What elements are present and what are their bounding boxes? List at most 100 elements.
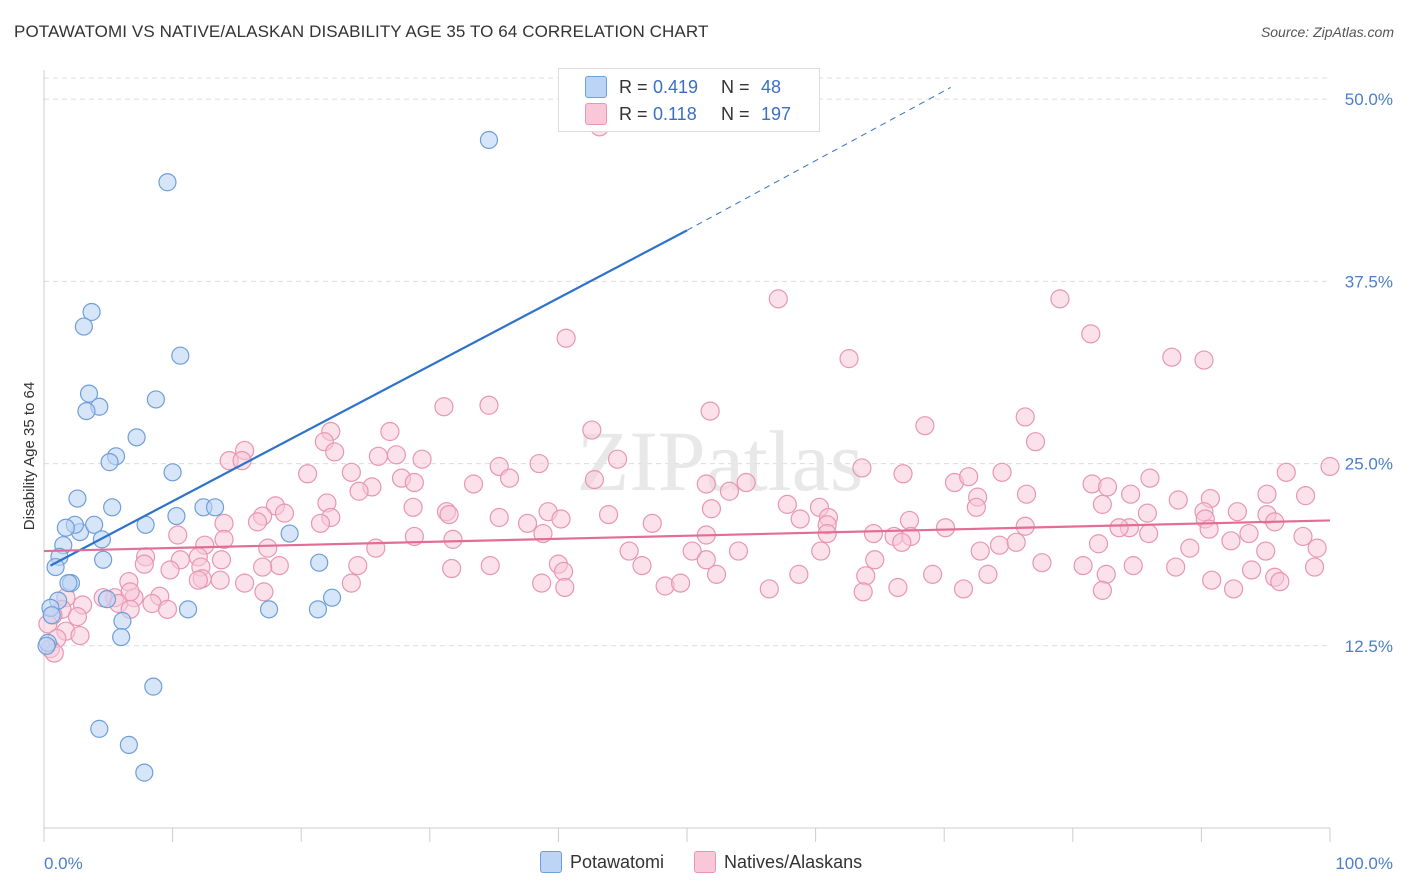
potawatomi-point [113,611,132,631]
potawatomi-trend-extension [686,87,951,231]
x-tick-labels: 0.0% 100.0% [44,854,1393,873]
natives-point [1137,503,1157,523]
potawatomi-point [158,173,177,192]
natives-point [1015,407,1035,427]
natives-point [348,556,368,576]
natives-point [70,625,90,646]
natives-point [253,557,273,577]
natives-point [1180,538,1200,558]
potawatomi-point [280,524,299,543]
natives-point [1276,462,1296,482]
potawatomi-point [205,498,225,517]
r-value: 0.118 [653,103,697,124]
natives-point [529,453,549,474]
natives-point [719,481,740,501]
potawatomi-point [100,453,119,472]
natives-point [696,474,716,494]
natives-point [899,510,920,531]
natives-trend-line [43,519,1331,553]
natives-point [1239,523,1259,544]
natives-point [556,328,576,348]
natives-point [489,507,509,528]
natives-point [670,573,691,593]
natives-point [168,525,188,545]
natives-point [923,564,943,584]
stats-legend: R = 0.419 N = 48 R = 0.118 N = 197 [558,68,820,132]
natives-point [1270,572,1290,592]
natives-point [728,541,749,561]
natives-point [1016,484,1037,504]
natives-point [325,442,345,462]
natives-point [1109,518,1129,538]
legend-item-natives-alaskans[interactable]: Natives/Alaskans [694,851,862,873]
natives-point [701,499,722,519]
natives-point [366,538,386,558]
natives-point [696,550,716,570]
natives-point [959,467,979,487]
potawatomi-point [97,590,117,609]
natives-point [214,513,234,533]
natives-point [966,497,986,517]
potawatomi-point [259,600,279,619]
trend-lines [43,87,1331,567]
y-tick-labels: 12.5% 25.0% 37.5% 50.0% [1345,90,1393,656]
potawatomi-point [167,506,186,526]
potawatomi-point [163,463,182,482]
natives-point [888,577,908,598]
x-tick-label: 0.0% [44,854,83,873]
potawatomi-point [135,763,154,782]
potawatomi-point [144,677,163,696]
natives-point [953,579,974,599]
natives-point [555,577,575,598]
natives-point [584,470,605,490]
natives-point [736,472,756,493]
natives-point [1202,570,1222,590]
stats-row-potawatomi: R = 0.419 N = 48 [585,74,781,100]
natives-point [517,513,538,533]
natives-point [856,566,876,586]
potawatomi-point [56,518,75,537]
potawatomi-point [90,719,109,738]
natives-swatch [694,851,717,873]
natives-point [310,513,331,533]
chart-title: POTAWATOMI VS NATIVE/ALASKAN DISABILITY … [14,22,709,41]
natives-point [582,420,602,440]
natives-point [235,573,255,593]
natives-point [349,481,369,501]
natives-point [1032,553,1052,573]
natives-point [1168,490,1188,510]
natives-point [1304,557,1325,577]
natives-point [619,541,639,561]
natives-point [551,509,571,529]
natives-point [1050,289,1070,309]
natives-point [1162,347,1182,367]
natives-point [989,535,1010,555]
r-label: R = [619,76,648,97]
natives-point [269,556,289,576]
natives-point [1092,580,1112,600]
natives-point [1295,486,1316,506]
natives-point [258,538,278,558]
potawatomi-point [146,390,165,409]
natives-point [607,449,628,469]
natives-point [157,599,178,619]
natives-point [434,397,454,417]
potawatomi-point [68,489,87,508]
legend-label: Natives/Alaskans [724,851,863,872]
natives-point [341,573,361,593]
y-tick-label: 50.0% [1345,90,1393,109]
y-tick-label: 12.5% [1345,637,1393,656]
natives-point [1293,526,1313,547]
potawatomi-point [310,553,329,572]
natives-point [553,561,574,582]
legend-item-potawatomi[interactable]: Potawatomi [540,851,664,873]
legend-label: Potawatomi [570,851,665,872]
potawatomi-point [178,600,198,619]
natives-point [210,570,230,590]
potawatomi-point [42,606,61,625]
n-label: N = [721,76,750,97]
potawatomi-point [82,302,101,322]
potawatomi-point [85,515,104,534]
natives-point [254,582,274,602]
